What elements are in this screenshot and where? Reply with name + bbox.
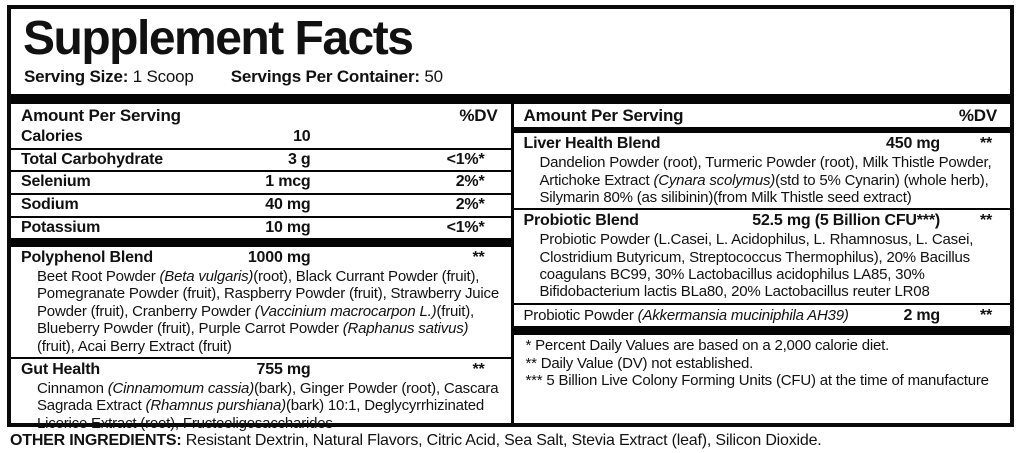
- amount-per-serving-header: Amount Per Serving: [21, 105, 181, 125]
- blend-ingredients: Cinnamon (Cinnamomum cassia)(bark), Ging…: [37, 380, 499, 432]
- nutrient-amount: 10: [293, 128, 311, 146]
- servings-per-container-label: Servings Per Container:: [230, 67, 420, 87]
- nutrient-dv: 2%*: [455, 173, 485, 191]
- blend-amount: 52.5 mg (5 Billion CFU***): [752, 212, 940, 230]
- right-column: Amount Per Serving %DV Liver Health Blen…: [510, 103, 1011, 423]
- supplement-facts-label: Supplement Facts Serving Size: 1 Scoop S…: [7, 5, 1014, 432]
- probiotic-powder-row: Probiotic Powder (Akkermansia muciniphil…: [513, 302, 1010, 326]
- blend-header: Probiotic Blend 52.5 mg (5 Billion CFU**…: [514, 210, 1011, 231]
- blend-name: Gut Health: [21, 361, 100, 379]
- blend-dv: **: [979, 212, 992, 230]
- left-column-header: Amount Per Serving %DV: [11, 104, 511, 128]
- blend-header: Polyphenol Blend 1000 mg **: [11, 247, 511, 268]
- thick-section-bar: [11, 238, 511, 248]
- footnotes: * Percent Daily Values are based on a 2,…: [514, 335, 1011, 389]
- dv-header: %DV: [958, 105, 997, 125]
- blend-amount: 755 mg: [256, 361, 311, 379]
- blend-name: Polyphenol Blend: [21, 249, 153, 267]
- ingredient-amount: 2 mg: [903, 306, 940, 324]
- ingredient-dv: **: [979, 306, 992, 324]
- nutrient-name: Sodium: [21, 195, 79, 213]
- other-ingredients-value: Resistant Dextrin, Natural Flavors, Citr…: [185, 432, 822, 449]
- nutrient-dv: <1%*: [446, 218, 485, 236]
- blend-dv: **: [979, 135, 992, 153]
- blend-amount: 1000 mg: [247, 249, 311, 267]
- facts-columns: Amount Per Serving %DV Calories 10 Total…: [11, 103, 1011, 432]
- nutrient-row-total-carbohydrate: Total Carbohydrate 3 g <1%*: [11, 147, 511, 171]
- label-title: Supplement Facts: [23, 12, 414, 65]
- nutrient-amount: 1 mcg: [265, 173, 311, 191]
- other-ingredients-label: OTHER INGREDIENTS:: [10, 432, 182, 449]
- blend-header: Liver Health Blend 450 mg **: [514, 133, 1011, 154]
- blend-amount: 450 mg: [886, 135, 940, 153]
- footnote-dv-not-established: ** Daily Value (DV) not established.: [525, 354, 754, 372]
- blend-ingredients: Dandelion Powder (root), Turmeric Powder…: [539, 154, 992, 206]
- amount-per-serving-header: Amount Per Serving: [523, 105, 684, 125]
- blend-liver-health: Liver Health Blend 450 mg ** Dandelion P…: [514, 133, 1011, 208]
- other-ingredients: OTHER INGREDIENTS: Resistant Dextrin, Na…: [10, 431, 1018, 450]
- ingredient-name: Probiotic Powder (Akkermansia muciniphil…: [523, 306, 849, 324]
- right-column-header: Amount Per Serving %DV: [514, 104, 1011, 128]
- blend-name: Liver Health Blend: [523, 135, 661, 153]
- nutrient-name: Calories: [21, 128, 83, 146]
- footnote-cfu: *** 5 Billion Live Colony Forming Units …: [525, 371, 989, 389]
- dv-header: %DV: [459, 105, 498, 125]
- blend-dv: **: [472, 249, 485, 267]
- blend-name: Probiotic Blend: [523, 212, 639, 230]
- blend-dv: **: [472, 361, 485, 379]
- nutrient-dv: 2%*: [455, 195, 485, 213]
- blend-polyphenol: Polyphenol Blend 1000 mg ** Beet Root Po…: [11, 247, 511, 357]
- nutrient-row-calories: Calories 10: [11, 127, 511, 148]
- thick-divider-bar-top: [11, 93, 1010, 104]
- serving-size-label: Serving Size:: [24, 67, 129, 87]
- blend-ingredients: Probiotic Powder (L.Casei, L. Acidophilu…: [539, 231, 974, 301]
- nutrient-row-potassium: Potassium 10 mg <1%*: [11, 215, 511, 239]
- nutrient-name: Potassium: [21, 218, 101, 236]
- nutrient-dv: <1%*: [446, 150, 485, 168]
- left-column: Amount Per Serving %DV Calories 10 Total…: [11, 104, 511, 432]
- footnote-daily-values: * Percent Daily Values are based on a 2,…: [525, 337, 890, 355]
- nutrient-name: Total Carbohydrate: [21, 150, 163, 168]
- nutrient-row-selenium: Selenium 1 mcg 2%*: [11, 170, 511, 193]
- servings-per-container-value: 50: [424, 67, 443, 87]
- blend-ingredients: Beet Root Powder (Beta vulgaris)(root), …: [37, 268, 500, 355]
- serving-info: Serving Size: 1 Scoop Servings Per Conta…: [24, 66, 1010, 87]
- blend-probiotic: Probiotic Blend 52.5 mg (5 Billion CFU**…: [513, 208, 1011, 303]
- nutrient-amount: 10 mg: [265, 218, 311, 236]
- header-underline-bar: [513, 127, 1010, 134]
- blend-gut-health: Gut Health 755 mg ** Cinnamon (Cinnamomu…: [11, 357, 511, 434]
- serving-size-value: 1 Scoop: [132, 67, 194, 87]
- nutrient-amount: 3 g: [287, 150, 311, 168]
- nutrient-amount: 40 mg: [265, 195, 311, 213]
- nutrient-name: Selenium: [21, 173, 91, 191]
- thick-section-bar: [513, 326, 1010, 336]
- nutrient-row-sodium: Sodium 40 mg 2%*: [11, 192, 511, 216]
- blend-header: Gut Health 755 mg **: [11, 359, 511, 380]
